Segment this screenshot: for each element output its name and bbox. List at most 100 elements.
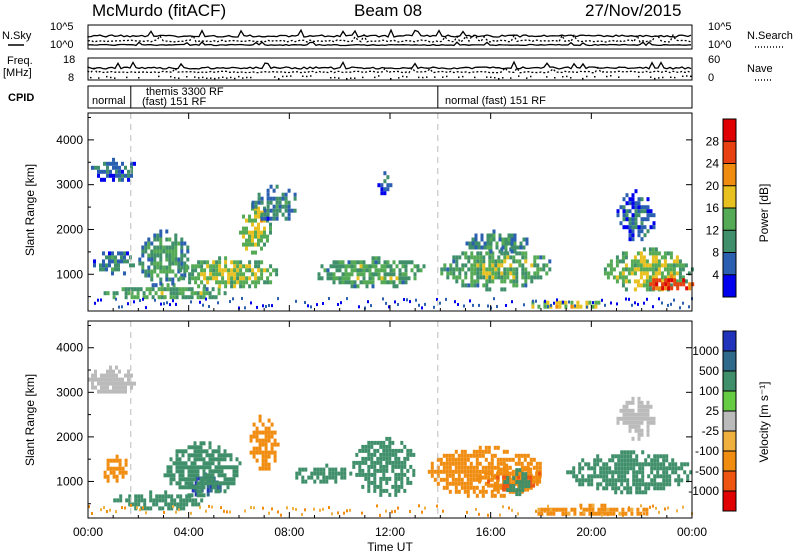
data-cell — [124, 165, 127, 170]
data-cell — [588, 507, 592, 512]
data-cell — [502, 493, 506, 498]
data-cell — [367, 456, 371, 461]
data-cell — [608, 478, 612, 483]
data-cell — [643, 205, 647, 210]
data-cell — [362, 276, 366, 281]
data-cell — [486, 237, 490, 242]
data-cell — [340, 475, 344, 480]
data-cell — [172, 473, 176, 478]
colorbar-tick-label: -500 — [695, 464, 719, 478]
data-cell — [264, 446, 268, 451]
data-cell — [254, 218, 257, 223]
data-cell — [629, 450, 633, 455]
data-cell — [589, 506, 591, 510]
data-cell — [499, 513, 501, 517]
data-cell — [643, 217, 647, 222]
data-cell — [642, 283, 646, 288]
data-cell — [473, 267, 477, 272]
data-cell — [166, 287, 170, 292]
data-cell — [108, 255, 111, 260]
data-cell — [507, 233, 511, 238]
nave-dot — [594, 76, 596, 78]
data-cell — [506, 271, 510, 276]
data-cell — [640, 197, 644, 202]
data-cell — [106, 462, 110, 467]
data-cell — [625, 420, 629, 425]
data-cell — [481, 475, 485, 480]
data-cell — [588, 300, 592, 305]
data-cell — [370, 472, 374, 477]
y-tick-label: 3000 — [56, 385, 83, 399]
data-cell — [470, 271, 474, 276]
data-cell — [121, 466, 125, 471]
data-cell — [392, 268, 396, 273]
data-cell — [191, 498, 195, 503]
data-cell — [398, 276, 402, 281]
data-cell — [481, 465, 485, 470]
nave-dot — [458, 76, 460, 78]
data-cell — [490, 489, 494, 494]
data-cell — [186, 245, 190, 250]
data-cell — [129, 263, 132, 268]
data-cell — [638, 486, 642, 491]
data-cell — [183, 269, 187, 274]
data-cell — [206, 276, 210, 281]
data-cell — [251, 222, 254, 227]
data-cell — [485, 271, 489, 276]
data-cell — [634, 205, 638, 210]
data-cell — [174, 273, 178, 278]
data-cell — [115, 466, 119, 471]
data-cell — [562, 513, 564, 517]
data-cell — [391, 448, 395, 453]
data-cell — [171, 253, 175, 258]
data-cell — [197, 276, 201, 281]
data-cell — [537, 304, 541, 309]
data-cell — [266, 234, 269, 239]
data-cell — [673, 298, 675, 302]
data-cell — [367, 468, 371, 473]
data-cell — [662, 470, 666, 475]
data-cell — [397, 472, 401, 477]
data-cell — [106, 474, 110, 479]
data-cell — [356, 284, 360, 289]
data-cell — [628, 506, 630, 510]
data-cell — [637, 400, 641, 405]
data-cell — [479, 267, 483, 272]
data-cell — [632, 482, 636, 487]
data-cell — [667, 303, 669, 307]
data-cell — [109, 365, 112, 370]
data-cell — [652, 282, 656, 287]
data-cell — [400, 460, 404, 465]
data-cell — [191, 502, 195, 507]
data-cell — [507, 237, 511, 242]
data-cell — [115, 389, 118, 394]
data-cell — [649, 416, 653, 421]
data-cell — [656, 470, 660, 475]
data-cell — [380, 183, 384, 188]
data-cell — [509, 279, 513, 284]
data-cell — [220, 481, 224, 486]
data-cell — [585, 507, 589, 512]
data-cell — [656, 462, 660, 467]
data-cell — [518, 251, 522, 256]
data-cell — [242, 214, 245, 219]
data-cell — [119, 494, 123, 499]
data-cell — [512, 271, 516, 276]
data-cell — [522, 245, 526, 250]
data-cell — [353, 284, 357, 289]
data-cell — [633, 279, 637, 284]
data-cell — [344, 268, 348, 273]
data-cell — [191, 276, 195, 281]
nave-dot — [242, 77, 244, 79]
data-cell — [523, 487, 527, 492]
data-cell — [344, 280, 348, 285]
data-cell — [115, 478, 119, 483]
data-cell — [476, 279, 480, 284]
data-cell — [290, 208, 294, 213]
data-cell — [196, 469, 200, 474]
data-cell — [665, 466, 669, 471]
data-cell — [287, 204, 291, 209]
data-cell — [533, 271, 537, 276]
data-cell — [142, 295, 146, 300]
